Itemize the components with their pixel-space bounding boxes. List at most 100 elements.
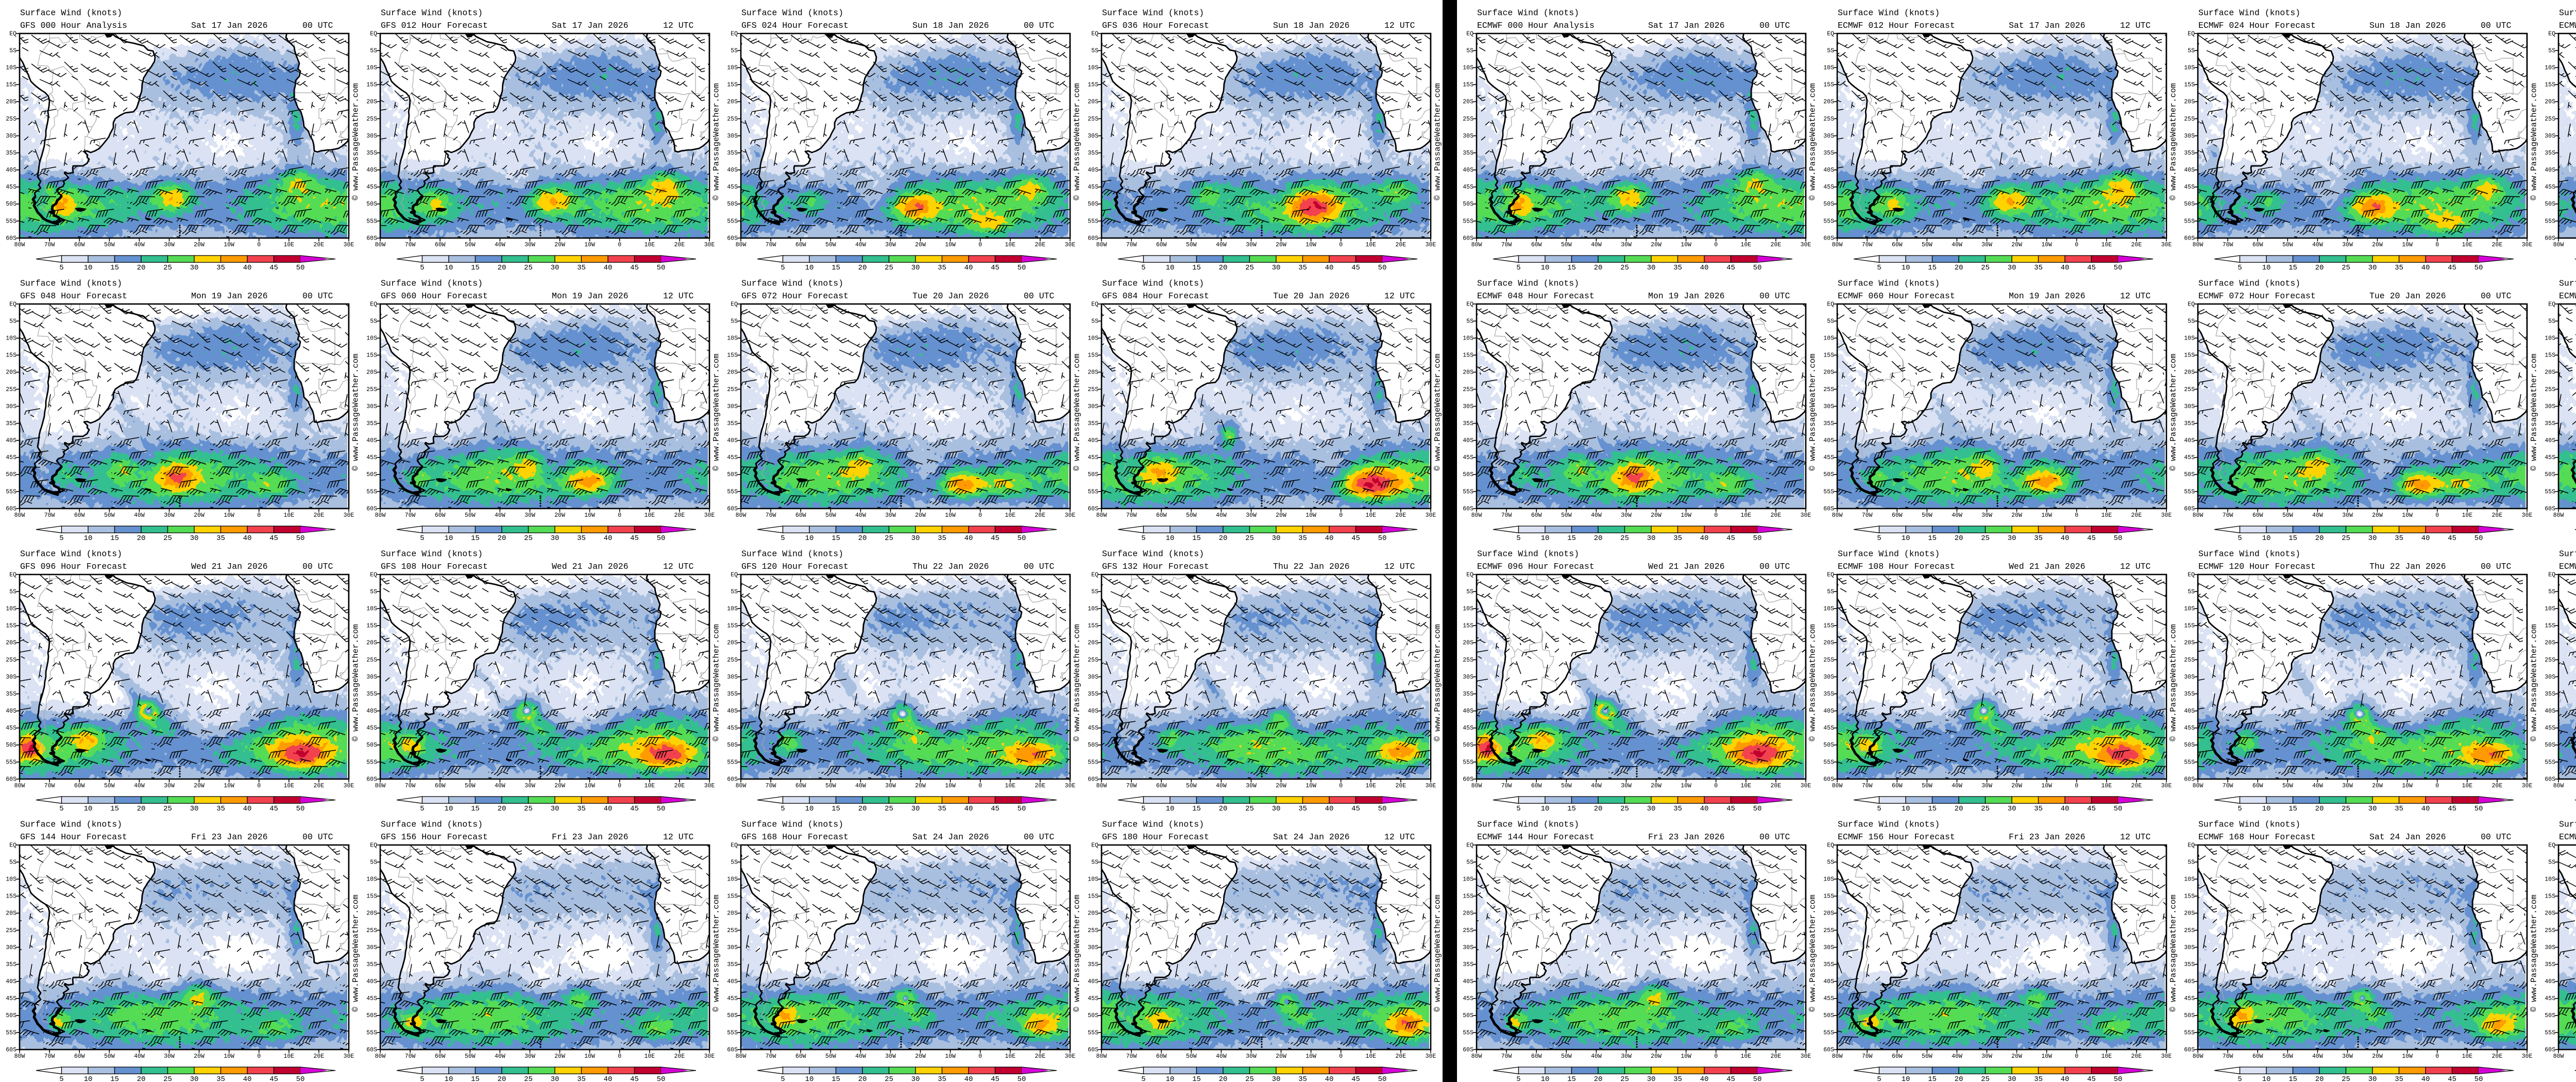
svg-text:Surface Wind (knots): Surface Wind (knots) xyxy=(2559,549,2576,559)
svg-text:Surface Wind (knots): Surface Wind (knots) xyxy=(1838,8,1940,18)
svg-text:Surface Wind (knots): Surface Wind (knots) xyxy=(741,8,843,18)
svg-text:ECMWF 024 Hour Forecast: ECMWF 024 Hour Forecast xyxy=(2198,21,2316,30)
svg-text:00 UTC: 00 UTC xyxy=(1759,832,1790,842)
svg-text:Thu 22 Jan 2026: Thu 22 Jan 2026 xyxy=(1273,562,1350,571)
svg-text:GFS 072 Hour Forecast: GFS 072 Hour Forecast xyxy=(741,291,849,301)
svg-text:Fri 23 Jan 2026: Fri 23 Jan 2026 xyxy=(2009,832,2086,842)
svg-text:Mon 19 Jan 2026: Mon 19 Jan 2026 xyxy=(1648,291,1725,301)
svg-text:Wed 21 Jan 2026: Wed 21 Jan 2026 xyxy=(1648,562,1725,571)
svg-text:00 UTC: 00 UTC xyxy=(1759,21,1790,30)
svg-text:Sun 18 Jan 2026: Sun 18 Jan 2026 xyxy=(912,21,989,30)
svg-text:Surface Wind (knots): Surface Wind (knots) xyxy=(1102,8,1204,18)
svg-text:Surface Wind (knots): Surface Wind (knots) xyxy=(1477,549,1579,559)
svg-text:GFS 024 Hour Forecast: GFS 024 Hour Forecast xyxy=(741,21,849,30)
svg-text:Surface Wind (knots): Surface Wind (knots) xyxy=(1102,279,1204,289)
svg-text:Sat 17 Jan 2026: Sat 17 Jan 2026 xyxy=(1648,21,1725,30)
svg-text:Surface Wind (knots): Surface Wind (knots) xyxy=(2198,8,2300,18)
svg-text:Surface Wind (knots): Surface Wind (knots) xyxy=(1102,820,1204,830)
svg-text:12 UTC: 12 UTC xyxy=(1384,21,1415,30)
svg-text:Sat 24 Jan 2026: Sat 24 Jan 2026 xyxy=(912,832,989,842)
svg-text:Surface Wind (knots): Surface Wind (knots) xyxy=(1838,820,1940,830)
svg-text:00 UTC: 00 UTC xyxy=(1024,562,1055,571)
svg-text:12 UTC: 12 UTC xyxy=(1384,832,1415,842)
svg-text:Fri 23 Jan 2026: Fri 23 Jan 2026 xyxy=(552,832,629,842)
svg-text:GFS 096 Hour Forecast: GFS 096 Hour Forecast xyxy=(20,562,127,571)
svg-text:GFS 036 Hour Forecast: GFS 036 Hour Forecast xyxy=(1102,21,1209,30)
svg-text:00 UTC: 00 UTC xyxy=(1759,291,1790,301)
svg-text:Sat 24 Jan 2026: Sat 24 Jan 2026 xyxy=(2369,832,2446,842)
svg-text:00 UTC: 00 UTC xyxy=(2481,291,2512,301)
svg-text:Surface Wind (knots): Surface Wind (knots) xyxy=(2198,549,2300,559)
svg-text:GFS 180 Hour Forecast: GFS 180 Hour Forecast xyxy=(1102,832,1209,842)
svg-text:Surface Wind (knots): Surface Wind (knots) xyxy=(741,820,843,830)
svg-text:00 UTC: 00 UTC xyxy=(302,291,333,301)
svg-text:Thu 22 Jan 2026: Thu 22 Jan 2026 xyxy=(912,562,989,571)
svg-text:GFS 084 Hour Forecast: GFS 084 Hour Forecast xyxy=(1102,291,1209,301)
svg-text:Surface Wind (knots): Surface Wind (knots) xyxy=(20,279,122,289)
svg-text:Wed 21 Jan 2026: Wed 21 Jan 2026 xyxy=(2009,562,2086,571)
svg-text:Surface Wind (knots): Surface Wind (knots) xyxy=(1838,279,1940,289)
svg-text:Sun 18 Jan 2026: Sun 18 Jan 2026 xyxy=(2369,21,2446,30)
svg-text:Thu 22 Jan 2026: Thu 22 Jan 2026 xyxy=(2369,562,2446,571)
svg-text:Surface Wind (knots): Surface Wind (knots) xyxy=(1477,279,1579,289)
svg-text:GFS 048 Hour Forecast: GFS 048 Hour Forecast xyxy=(20,291,127,301)
svg-text:GFS 156 Hour Forecast: GFS 156 Hour Forecast xyxy=(381,832,488,842)
svg-text:Surface Wind (knots): Surface Wind (knots) xyxy=(20,549,122,559)
svg-text:Fri 23 Jan 2026: Fri 23 Jan 2026 xyxy=(1648,832,1725,842)
svg-text:GFS 120 Hour Forecast: GFS 120 Hour Forecast xyxy=(741,562,849,571)
svg-text:12 UTC: 12 UTC xyxy=(1384,291,1415,301)
svg-text:00 UTC: 00 UTC xyxy=(1024,832,1055,842)
svg-text:ECMWF 168 Hour Forecast: ECMWF 168 Hour Forecast xyxy=(2198,832,2316,842)
svg-text:ECMWF 144 Hour Forecast: ECMWF 144 Hour Forecast xyxy=(1477,832,1595,842)
svg-text:ECMWF 000 Hour Analysis: ECMWF 000 Hour Analysis xyxy=(1477,21,1595,30)
svg-text:GFS 168 Hour Forecast: GFS 168 Hour Forecast xyxy=(741,832,849,842)
svg-text:ECMWF 084 Hour Forecast: ECMWF 084 Hour Forecast xyxy=(2559,291,2576,301)
svg-text:Sun 18 Jan 2026: Sun 18 Jan 2026 xyxy=(1273,21,1350,30)
svg-text:ECMWF 156 Hour Forecast: ECMWF 156 Hour Forecast xyxy=(1838,832,1955,842)
svg-text:ECMWF 072 Hour Forecast: ECMWF 072 Hour Forecast xyxy=(2198,291,2316,301)
svg-text:ECMWF 096 Hour Forecast: ECMWF 096 Hour Forecast xyxy=(1477,562,1595,571)
svg-text:Sat 17 Jan 2026: Sat 17 Jan 2026 xyxy=(552,21,629,30)
svg-text:00 UTC: 00 UTC xyxy=(302,21,333,30)
svg-text:GFS 132 Hour Forecast: GFS 132 Hour Forecast xyxy=(1102,562,1209,571)
svg-text:GFS 144 Hour Forecast: GFS 144 Hour Forecast xyxy=(20,832,127,842)
svg-text:GFS 000 Hour Analysis: GFS 000 Hour Analysis xyxy=(20,21,127,30)
svg-text:ECMWF 012 Hour Forecast: ECMWF 012 Hour Forecast xyxy=(1838,21,1955,30)
svg-text:12 UTC: 12 UTC xyxy=(2120,562,2151,571)
svg-text:Mon 19 Jan 2026: Mon 19 Jan 2026 xyxy=(191,291,268,301)
svg-text:12 UTC: 12 UTC xyxy=(2120,21,2151,30)
svg-text:Sat 17 Jan 2026: Sat 17 Jan 2026 xyxy=(2009,21,2086,30)
svg-text:Tue 20 Jan 2026: Tue 20 Jan 2026 xyxy=(1273,291,1350,301)
svg-text:Tue 20 Jan 2026: Tue 20 Jan 2026 xyxy=(2369,291,2446,301)
svg-text:ECMWF 108 Hour Forecast: ECMWF 108 Hour Forecast xyxy=(1838,562,1955,571)
svg-text:12 UTC: 12 UTC xyxy=(663,21,694,30)
svg-text:12 UTC: 12 UTC xyxy=(2120,291,2151,301)
svg-text:12 UTC: 12 UTC xyxy=(2120,832,2151,842)
svg-text:ECMWF 060 Hour Forecast: ECMWF 060 Hour Forecast xyxy=(1838,291,1955,301)
svg-text:12 UTC: 12 UTC xyxy=(663,562,694,571)
svg-text:Surface Wind (knots): Surface Wind (knots) xyxy=(741,549,843,559)
svg-text:Surface Wind (knots): Surface Wind (knots) xyxy=(381,820,483,830)
svg-text:Surface Wind (knots): Surface Wind (knots) xyxy=(2198,820,2300,830)
svg-text:Surface Wind (knots): Surface Wind (knots) xyxy=(381,549,483,559)
svg-text:Wed 21 Jan 2026: Wed 21 Jan 2026 xyxy=(191,562,268,571)
svg-text:Surface Wind (knots): Surface Wind (knots) xyxy=(1477,8,1579,18)
svg-text:Surface Wind (knots): Surface Wind (knots) xyxy=(381,279,483,289)
svg-text:Surface Wind (knots): Surface Wind (knots) xyxy=(741,279,843,289)
svg-text:Sat 24 Jan 2026: Sat 24 Jan 2026 xyxy=(1273,832,1350,842)
svg-text:12 UTC: 12 UTC xyxy=(663,832,694,842)
svg-text:Surface Wind (knots): Surface Wind (knots) xyxy=(1477,820,1579,830)
svg-text:00 UTC: 00 UTC xyxy=(1024,291,1055,301)
svg-text:00 UTC: 00 UTC xyxy=(302,562,333,571)
svg-text:00 UTC: 00 UTC xyxy=(2481,562,2512,571)
svg-text:12 UTC: 12 UTC xyxy=(1384,562,1415,571)
svg-text:00 UTC: 00 UTC xyxy=(1024,21,1055,30)
svg-text:ECMWF 048 Hour Forecast: ECMWF 048 Hour Forecast xyxy=(1477,291,1595,301)
svg-text:12 UTC: 12 UTC xyxy=(663,291,694,301)
svg-text:Surface Wind (knots): Surface Wind (knots) xyxy=(20,820,122,830)
svg-text:Surface Wind (knots): Surface Wind (knots) xyxy=(1838,549,1940,559)
svg-text:GFS 108 Hour Forecast: GFS 108 Hour Forecast xyxy=(381,562,488,571)
svg-text:Wed 21 Jan 2026: Wed 21 Jan 2026 xyxy=(552,562,629,571)
svg-text:Surface Wind (knots): Surface Wind (knots) xyxy=(2559,279,2576,289)
svg-text:GFS 060 Hour Forecast: GFS 060 Hour Forecast xyxy=(381,291,488,301)
